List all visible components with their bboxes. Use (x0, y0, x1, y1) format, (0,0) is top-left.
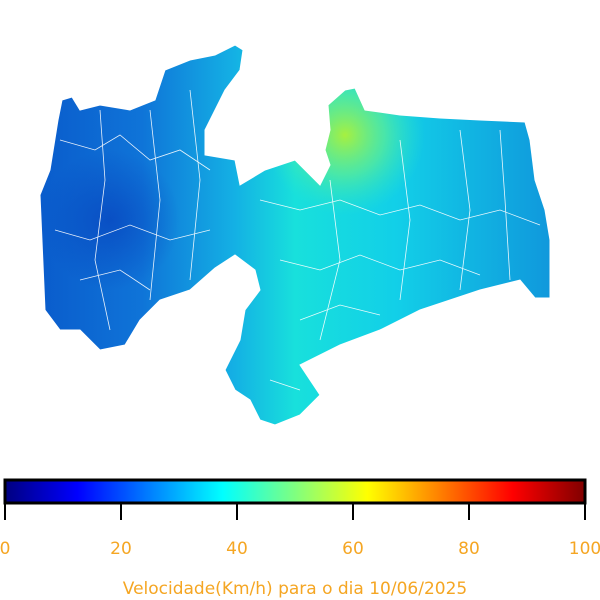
colorbar-label: Velocidade(Km/h) para o dia 10/06/2025 (123, 579, 467, 599)
colorbar-tick-label: 100 (569, 539, 600, 559)
colorbar (3, 478, 587, 505)
state-map (40, 45, 550, 425)
colorbar-tick-label: 80 (458, 539, 480, 559)
colorbar-tick-label: 20 (110, 539, 132, 559)
state-outline (39, 44, 551, 426)
colorbar-tick-label: 60 (342, 539, 364, 559)
colorbar-tick-label: 0 (0, 539, 10, 559)
colorbar-tick-label: 40 (226, 539, 248, 559)
